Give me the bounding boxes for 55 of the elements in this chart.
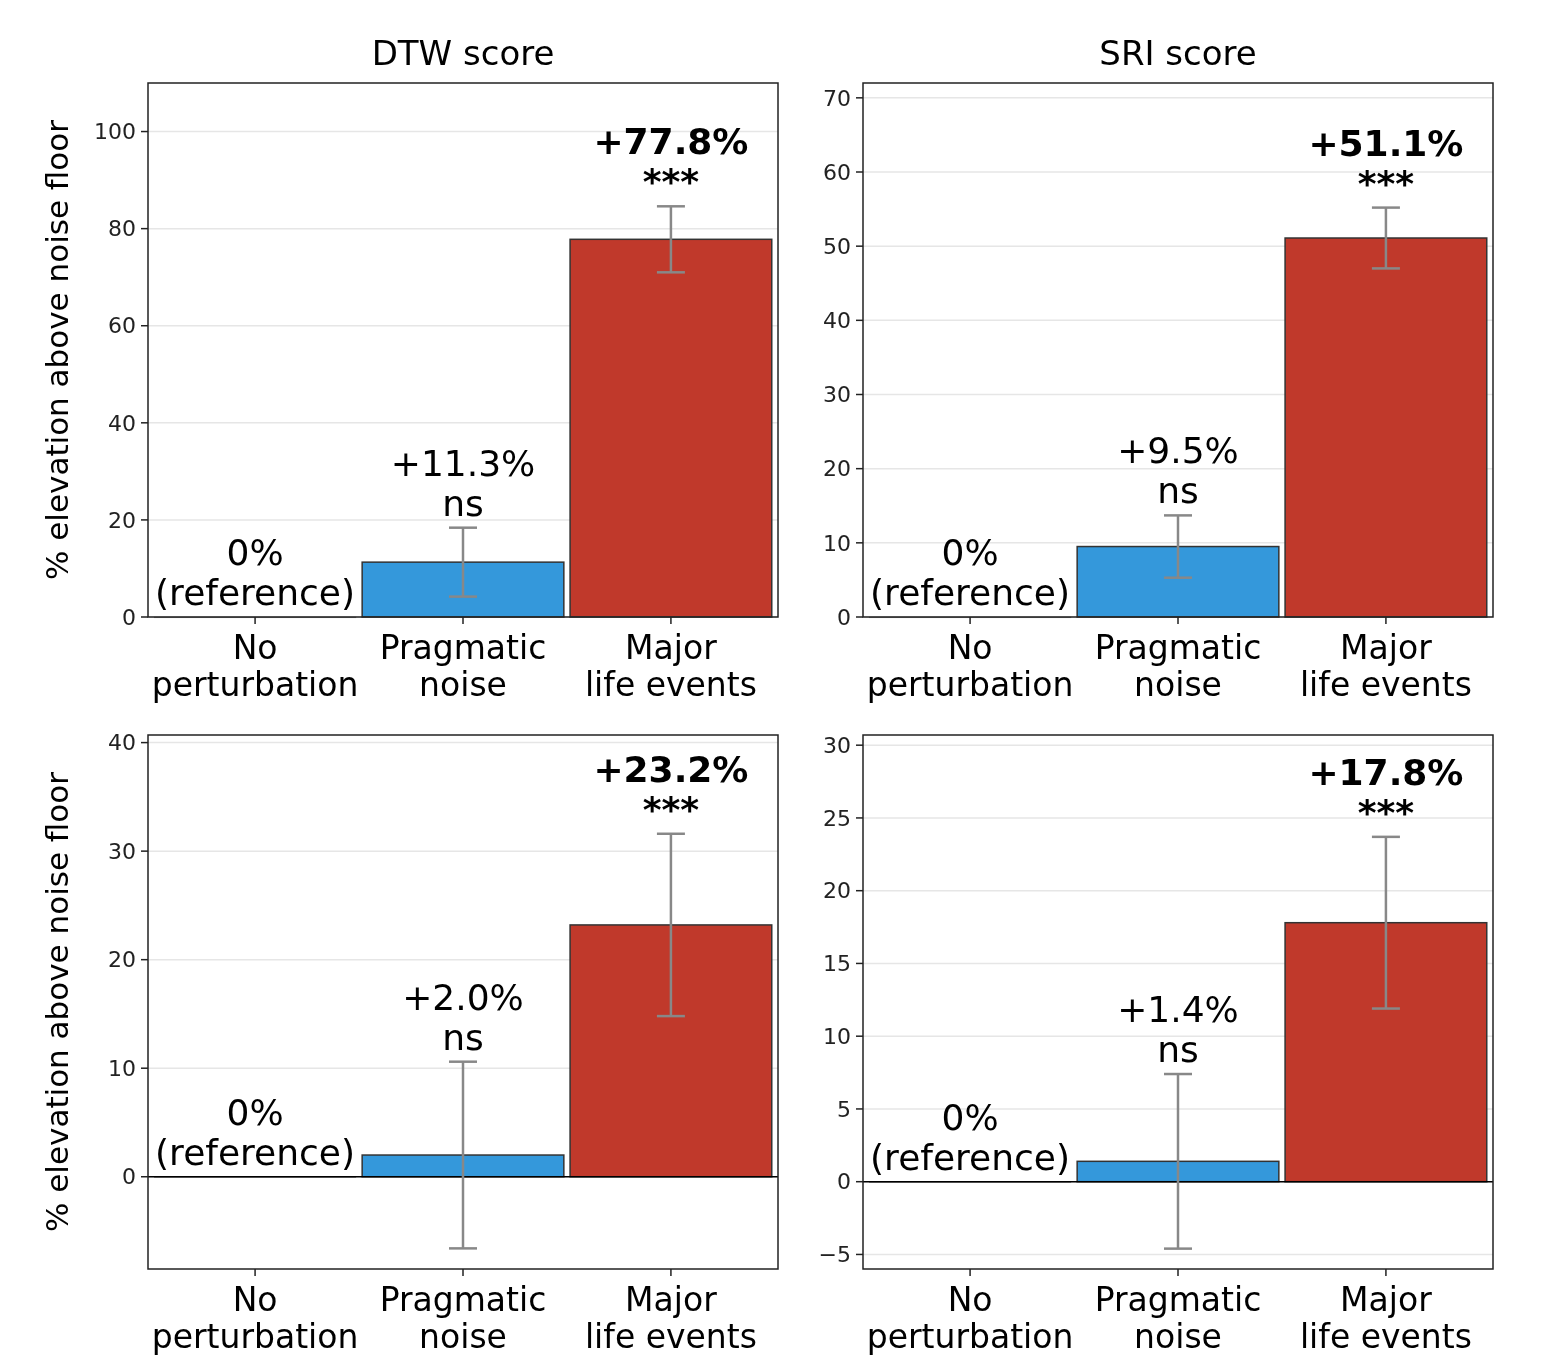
x-tick-label: Pragmatic noise: [1094, 628, 1262, 704]
y-tick-label: 80: [108, 216, 136, 242]
y-tick-label: 5: [837, 1096, 851, 1122]
x-tick-label: Pragmatic noise: [379, 1280, 547, 1356]
y-tick-label: 0: [837, 604, 851, 630]
data-label: +1.4% ns: [1117, 989, 1239, 1071]
x-tick-label: Pragmatic noise: [379, 628, 547, 704]
y-tick-label: 10: [108, 1055, 136, 1081]
data-label: +51.1% ***: [1308, 122, 1464, 204]
data-label: +23.2% ***: [593, 748, 749, 830]
y-tick-label: 0: [122, 1164, 136, 1190]
y-tick-label: 30: [823, 732, 851, 758]
y-tick-label: 20: [108, 947, 136, 973]
y-tick-label: 60: [108, 313, 136, 339]
y-axis-title: % elevation above noise floor: [39, 119, 75, 581]
x-tick-label: Major life events: [584, 1280, 757, 1356]
chart-title: SRI score: [1099, 33, 1257, 73]
y-tick-label: 30: [823, 382, 851, 408]
y-tick-label: −5: [818, 1242, 851, 1268]
y-tick-label: 20: [108, 507, 136, 533]
y-axis-title: % elevation above noise floor: [39, 771, 75, 1233]
data-label: +9.5% ns: [1117, 430, 1239, 512]
y-tick-label: 0: [122, 604, 136, 630]
y-tick-label: 40: [823, 308, 851, 334]
x-tick-label: Pragmatic noise: [1094, 1280, 1262, 1356]
x-tick-label: Major life events: [1299, 1280, 1472, 1356]
x-tick-label: No perturbation: [151, 628, 359, 704]
data-label: +17.8% ***: [1308, 751, 1464, 833]
y-tick-label: 70: [823, 85, 851, 111]
x-tick-label: No perturbation: [866, 1280, 1074, 1356]
chart-title: DTW score: [371, 33, 555, 73]
data-label: 0% (reference): [155, 532, 356, 613]
y-tick-label: 50: [823, 233, 851, 259]
x-tick-label: No perturbation: [151, 1280, 359, 1356]
data-label: 0% (reference): [870, 532, 1071, 613]
y-tick-label: 60: [823, 159, 851, 185]
data-label: 0% (reference): [155, 1091, 356, 1173]
y-tick-label: 10: [823, 1023, 851, 1049]
x-tick-label: Major life events: [584, 628, 757, 704]
x-tick-label: Major life events: [1299, 628, 1472, 704]
y-tick-label: 20: [823, 456, 851, 482]
y-tick-label: 40: [108, 730, 136, 756]
y-tick-label: 100: [94, 119, 136, 145]
data-label: 0% (reference): [870, 1096, 1071, 1178]
y-tick-label: 30: [108, 838, 136, 864]
data-label: +11.3% ns: [390, 442, 536, 524]
x-tick-label: No perturbation: [866, 628, 1074, 704]
y-tick-label: 20: [823, 878, 851, 904]
y-tick-label: 10: [823, 530, 851, 556]
y-tick-label: 0: [837, 1169, 851, 1195]
y-tick-label: 15: [823, 951, 851, 977]
y-tick-label: 40: [108, 410, 136, 436]
data-label: +77.8% ***: [593, 121, 749, 203]
y-tick-label: 25: [823, 805, 851, 831]
data-label: +2.0% ns: [402, 976, 524, 1058]
